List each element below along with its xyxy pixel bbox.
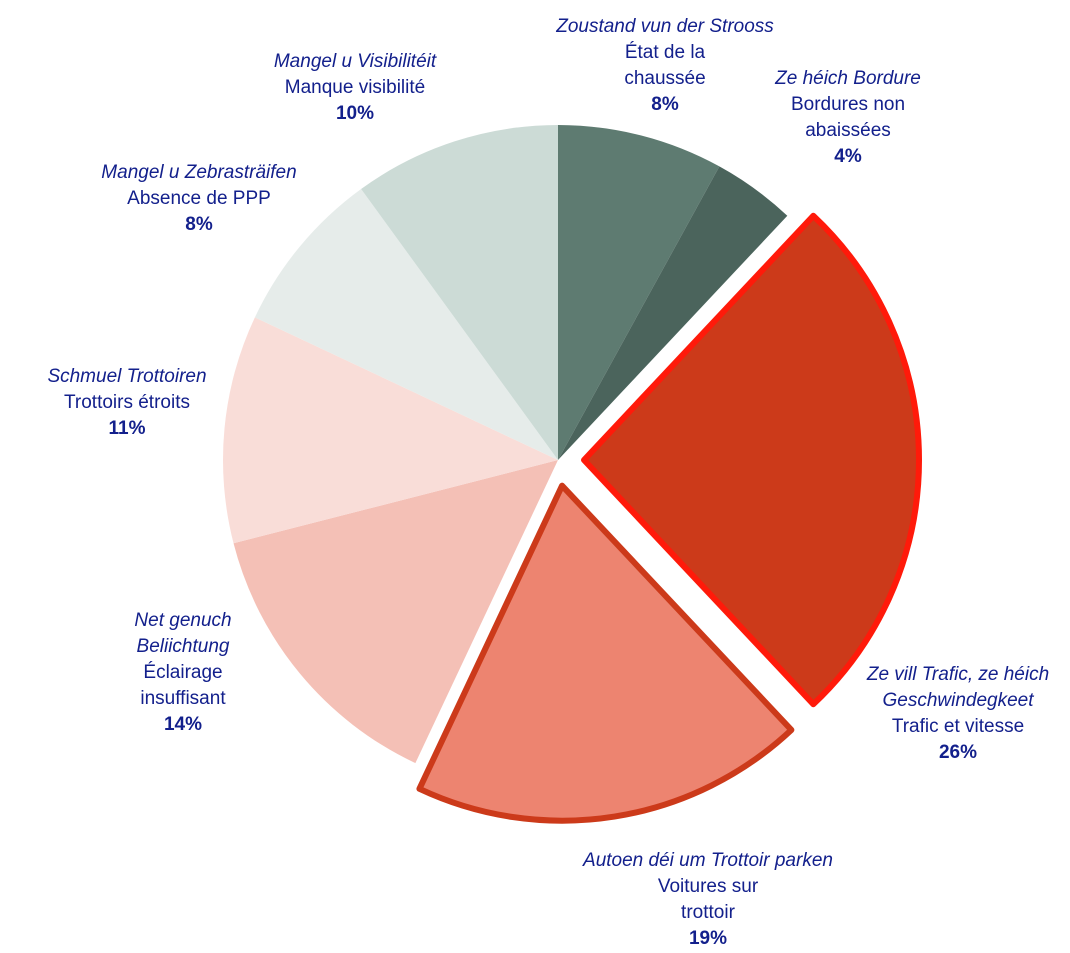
pie-slice (558, 125, 720, 460)
category-label: État de la chaussée (624, 42, 706, 89)
pie-slice (223, 317, 558, 544)
category-label: Bordures non abaissées (790, 94, 906, 141)
category-label: Absence de PPP (127, 188, 271, 209)
pie-slice (558, 166, 788, 460)
slice-label: Autoen déi um Trottoir parken Voitures su… (583, 848, 833, 952)
value-label: 14% (163, 714, 203, 735)
category-label: Zoustand vun der Strooss (556, 16, 774, 37)
category-label: Ze vill Trafic, ze héich Geschwindegkeet (866, 664, 1050, 711)
slice-label: Schmuel Trottoiren Trottoirs étroits 11% (47, 364, 206, 442)
category-label: Autoen déi um Trottoir parken (583, 850, 833, 871)
pie-slice (581, 212, 922, 708)
category-label: Mangel u Zebrasträifen (101, 162, 297, 183)
category-label: Manque visibilité (284, 77, 426, 98)
value-label: 4% (834, 146, 862, 167)
pie-slice (361, 125, 558, 460)
category-label: Trottoirs étroits (63, 392, 190, 413)
category-label: Éclairage insuffisant (140, 662, 226, 709)
value-label: 19% (688, 928, 728, 949)
category-label: Schmuel Trottoiren (47, 366, 207, 387)
slice-label: Ze héich Bordure Bordures non abaissées 4% (773, 66, 923, 170)
slice-label: Mangel u Zebrasträifen Absence de PPP 8% (101, 160, 296, 238)
category-label: Net genuch Beliichtung (134, 610, 232, 657)
category-label: Ze héich Bordure (775, 68, 921, 89)
slice-label: Ze vill Trafic, ze héich Geschwindegkeet… (833, 662, 1070, 766)
pie-slice (416, 482, 795, 824)
pie-slice (233, 460, 558, 764)
pie-slice (254, 188, 558, 460)
slice-label: Net genuch Beliichtung Éclairage insuffis… (108, 608, 258, 738)
slice-label: Zoustand vun der Strooss État de la chaus… (556, 14, 774, 118)
value-label: 11% (108, 418, 146, 439)
slice-label: Mangel u Visibilitéit Manque visibilité 10… (274, 49, 436, 127)
value-label: 8% (185, 214, 213, 235)
value-label: 26% (938, 742, 978, 763)
category-label: Voitures sur trottoir (657, 876, 759, 923)
value-label: 10% (335, 103, 375, 124)
category-label: Mangel u Visibilitéit (273, 51, 437, 72)
value-label: 8% (651, 94, 679, 115)
category-label: Trafic et vitesse (891, 716, 1025, 737)
